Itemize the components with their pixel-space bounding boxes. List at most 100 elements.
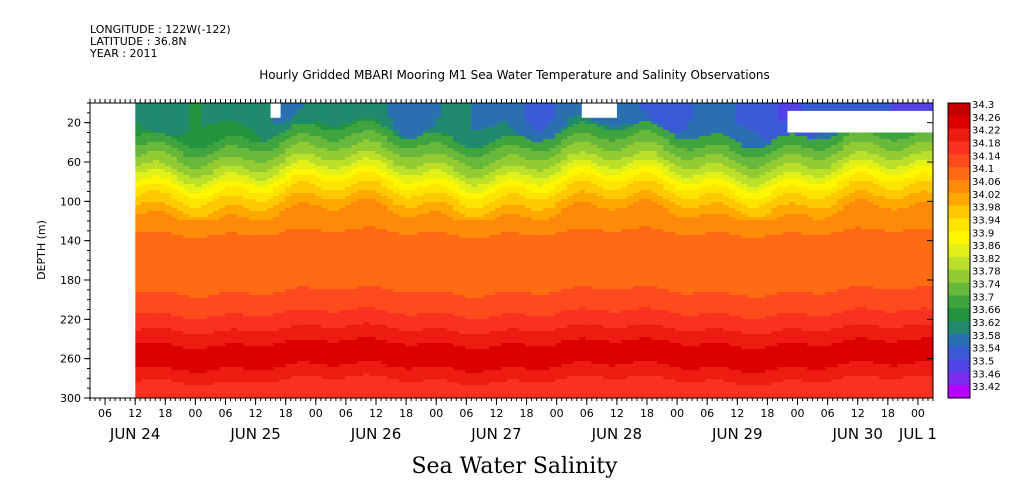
heatmap-cell	[165, 232, 172, 236]
heatmap-cell	[423, 352, 430, 356]
heatmap-cell	[285, 127, 292, 131]
heatmap-cell	[303, 364, 310, 368]
heatmap-cell	[387, 187, 394, 191]
heatmap-cell	[273, 145, 280, 149]
heatmap-cell	[381, 109, 388, 113]
heatmap-cell	[297, 337, 304, 341]
heatmap-cell	[261, 289, 268, 293]
heatmap-cell	[333, 241, 340, 245]
heatmap-cell	[279, 154, 286, 158]
heatmap-cell	[405, 286, 412, 290]
heatmap-cell	[261, 328, 268, 332]
heatmap-cell	[291, 355, 298, 359]
heatmap-cell	[297, 274, 304, 278]
heatmap-cell	[387, 361, 394, 365]
heatmap-cell	[261, 103, 268, 107]
heatmap-cell	[423, 364, 430, 368]
heatmap-cell	[393, 364, 400, 368]
heatmap-cell	[159, 256, 166, 260]
heatmap-cell	[243, 349, 250, 353]
heatmap-cell	[171, 205, 178, 209]
heatmap-cell	[141, 298, 148, 302]
heatmap-cell	[225, 151, 232, 155]
heatmap-cell	[321, 337, 328, 341]
heatmap-cell	[243, 148, 250, 152]
heatmap-cell	[417, 277, 424, 281]
heatmap-cell	[249, 394, 256, 398]
heatmap-cell	[417, 130, 424, 134]
heatmap-cell	[387, 235, 394, 239]
heatmap-cell	[381, 283, 388, 287]
heatmap-cell	[405, 361, 412, 365]
heatmap-cell	[375, 175, 382, 179]
heatmap-cell	[141, 346, 148, 350]
heatmap-cell	[213, 271, 220, 275]
heatmap-cell	[159, 376, 166, 380]
heatmap-cell	[135, 319, 142, 323]
heatmap-cell	[423, 214, 430, 218]
heatmap-cell	[417, 310, 424, 314]
heatmap-cell	[423, 172, 430, 176]
heatmap-cell	[201, 214, 208, 218]
heatmap-cell	[375, 352, 382, 356]
heatmap-cell	[429, 250, 436, 254]
heatmap-cell	[291, 130, 298, 134]
heatmap-cell	[285, 196, 292, 200]
heatmap-cell	[321, 103, 328, 107]
heatmap-cell	[315, 115, 322, 119]
heatmap-cell	[183, 136, 190, 140]
heatmap-cell	[309, 364, 316, 368]
heatmap-cell	[201, 121, 208, 125]
heatmap-cell	[357, 355, 364, 359]
heatmap-cell	[321, 289, 328, 293]
heatmap-cell	[213, 361, 220, 365]
heatmap-cell	[345, 157, 352, 161]
heatmap-cell	[255, 358, 262, 362]
heatmap-cell	[135, 103, 142, 107]
heatmap-cell	[303, 322, 310, 326]
heatmap-cell	[231, 127, 238, 131]
heatmap-cell	[369, 187, 376, 191]
heatmap-cell	[399, 220, 406, 224]
heatmap-cell	[399, 127, 406, 131]
heatmap-cell	[267, 214, 274, 218]
heatmap-cell	[141, 175, 148, 179]
heatmap-cell	[399, 214, 406, 218]
heatmap-cell	[435, 112, 442, 116]
heatmap-cell	[345, 190, 352, 194]
heatmap-cell	[399, 169, 406, 173]
heatmap-cell	[309, 208, 316, 212]
heatmap-cell	[207, 226, 214, 230]
heatmap-cell	[351, 367, 358, 371]
heatmap-cell	[363, 115, 370, 119]
heatmap-cell	[327, 241, 334, 245]
heatmap-cell	[159, 277, 166, 281]
heatmap-cell	[285, 292, 292, 296]
heatmap-cell	[237, 136, 244, 140]
heatmap-cell	[393, 235, 400, 239]
heatmap-cell	[387, 124, 394, 128]
heatmap-cell	[243, 319, 250, 323]
heatmap-cell	[189, 313, 196, 317]
heatmap-cell	[153, 247, 160, 251]
heatmap-cell	[411, 121, 418, 125]
heatmap-cell	[153, 205, 160, 209]
heatmap-cell	[417, 379, 424, 383]
heatmap-cell	[363, 253, 370, 257]
heatmap-cell	[309, 199, 316, 203]
heatmap-cell	[207, 340, 214, 344]
heatmap-cell	[327, 286, 334, 290]
heatmap-cell	[159, 316, 166, 320]
heatmap-cell	[219, 181, 226, 185]
heatmap-cell	[219, 391, 226, 395]
heatmap-cell	[309, 250, 316, 254]
heatmap-cell	[321, 346, 328, 350]
heatmap-cell	[219, 250, 226, 254]
heatmap-cell	[303, 283, 310, 287]
heatmap-cell	[141, 112, 148, 116]
heatmap-cell	[207, 223, 214, 227]
heatmap-cell	[291, 145, 298, 149]
heatmap-cell	[417, 280, 424, 284]
heatmap-cell	[357, 235, 364, 239]
heatmap-cell	[429, 184, 436, 188]
